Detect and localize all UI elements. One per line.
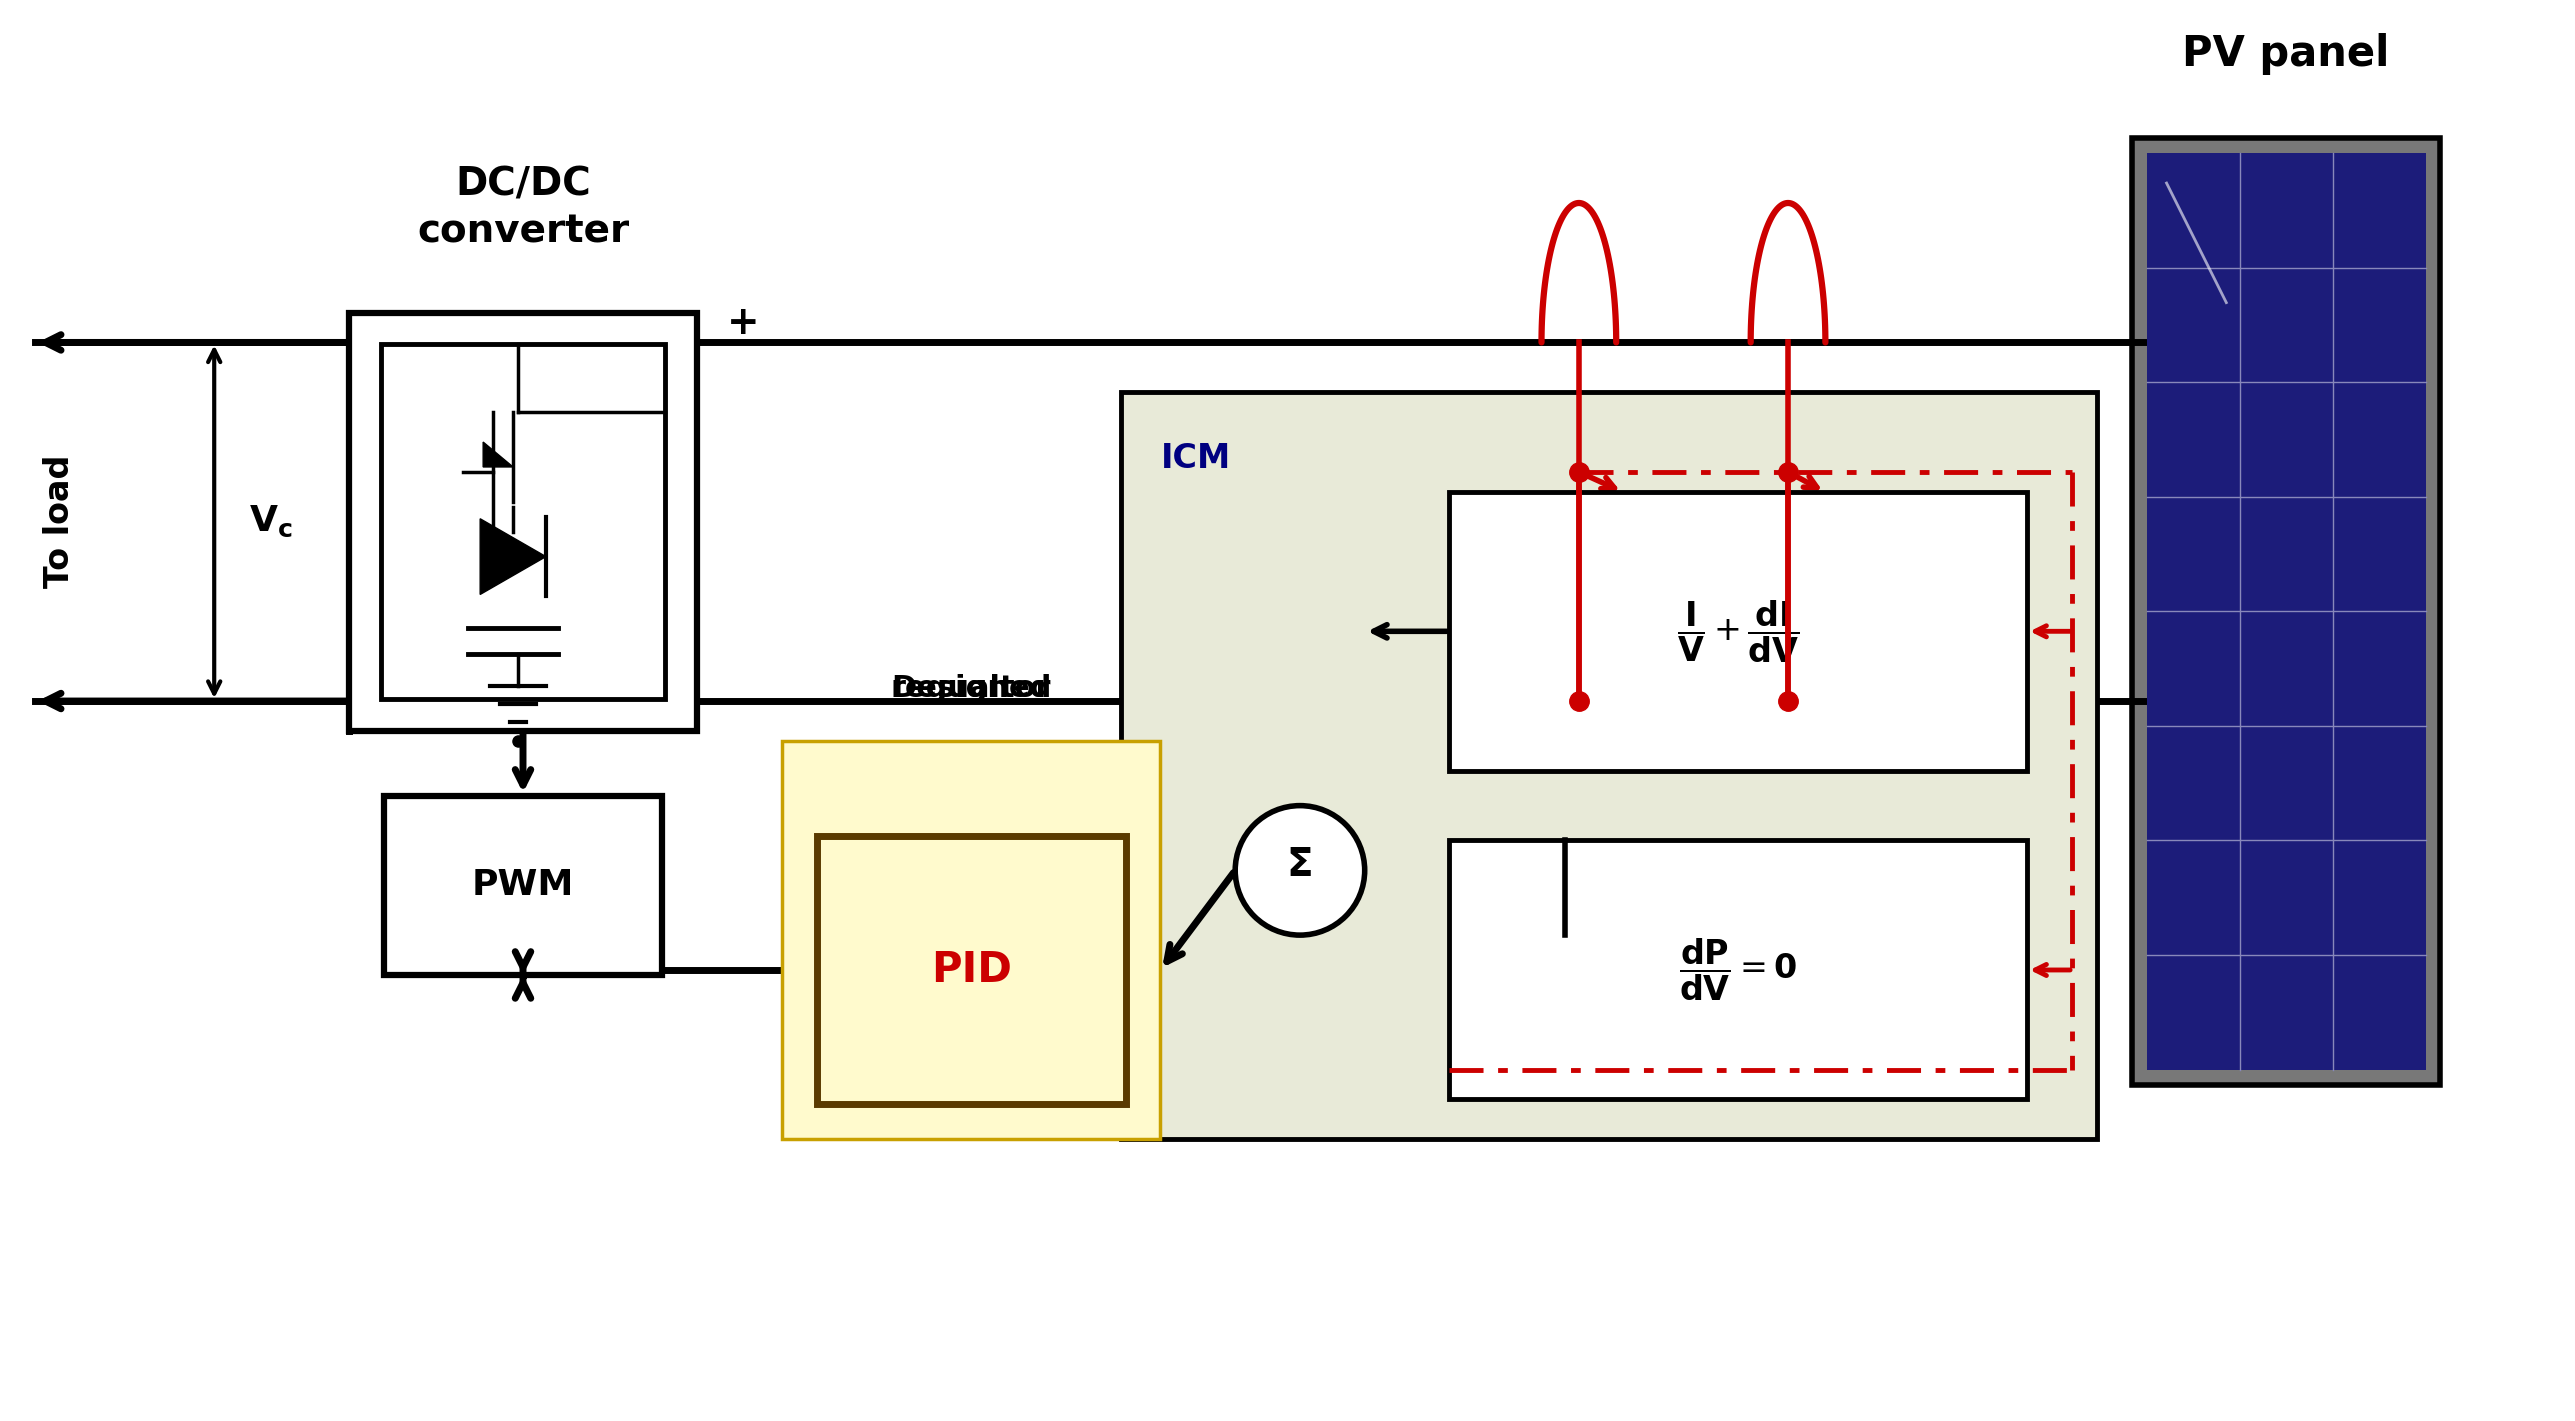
Text: PV panel: PV panel bbox=[2184, 33, 2390, 74]
Text: $\mathbf{V_{PV}}$: $\mathbf{V_{PV}}$ bbox=[1486, 504, 1550, 539]
FancyBboxPatch shape bbox=[2148, 153, 2426, 1070]
Text: regualtor: regualtor bbox=[891, 641, 1051, 703]
Circle shape bbox=[1236, 806, 1365, 935]
Text: +: + bbox=[726, 304, 760, 341]
FancyBboxPatch shape bbox=[348, 313, 698, 730]
Polygon shape bbox=[479, 519, 546, 594]
Text: $\mathbf{V_c}$: $\mathbf{V_c}$ bbox=[250, 504, 294, 540]
FancyBboxPatch shape bbox=[783, 740, 1161, 1140]
Polygon shape bbox=[484, 442, 512, 468]
Text: $\dfrac{\mathbf{dP}}{\mathbf{dV}}=\mathbf{0}$: $\dfrac{\mathbf{dP}}{\mathbf{dV}}=\mathb… bbox=[1679, 936, 1797, 1003]
Text: $\dfrac{\mathbf{I}}{\mathbf{V}}+\dfrac{\mathbf{dI}}{\mathbf{dV}}$: $\dfrac{\mathbf{I}}{\mathbf{V}}+\dfrac{\… bbox=[1676, 598, 1800, 665]
Text: Σ: Σ bbox=[1288, 847, 1313, 884]
FancyBboxPatch shape bbox=[1450, 492, 2027, 770]
Text: $\mathbf{I_{PV}}$: $\mathbf{I_{PV}}$ bbox=[1818, 504, 1867, 539]
Polygon shape bbox=[2132, 138, 2441, 1084]
Text: ICM: ICM bbox=[1161, 442, 1231, 475]
FancyBboxPatch shape bbox=[1120, 392, 2096, 1140]
FancyBboxPatch shape bbox=[381, 344, 664, 699]
Text: PWM: PWM bbox=[471, 868, 574, 902]
Text: DC/DC
converter: DC/DC converter bbox=[417, 165, 628, 250]
Text: To load: To load bbox=[44, 455, 77, 588]
Text: PID: PID bbox=[930, 949, 1012, 990]
FancyBboxPatch shape bbox=[816, 836, 1125, 1104]
Text: Designed: Designed bbox=[891, 674, 1051, 703]
FancyBboxPatch shape bbox=[384, 796, 662, 975]
FancyBboxPatch shape bbox=[1450, 840, 2027, 1100]
